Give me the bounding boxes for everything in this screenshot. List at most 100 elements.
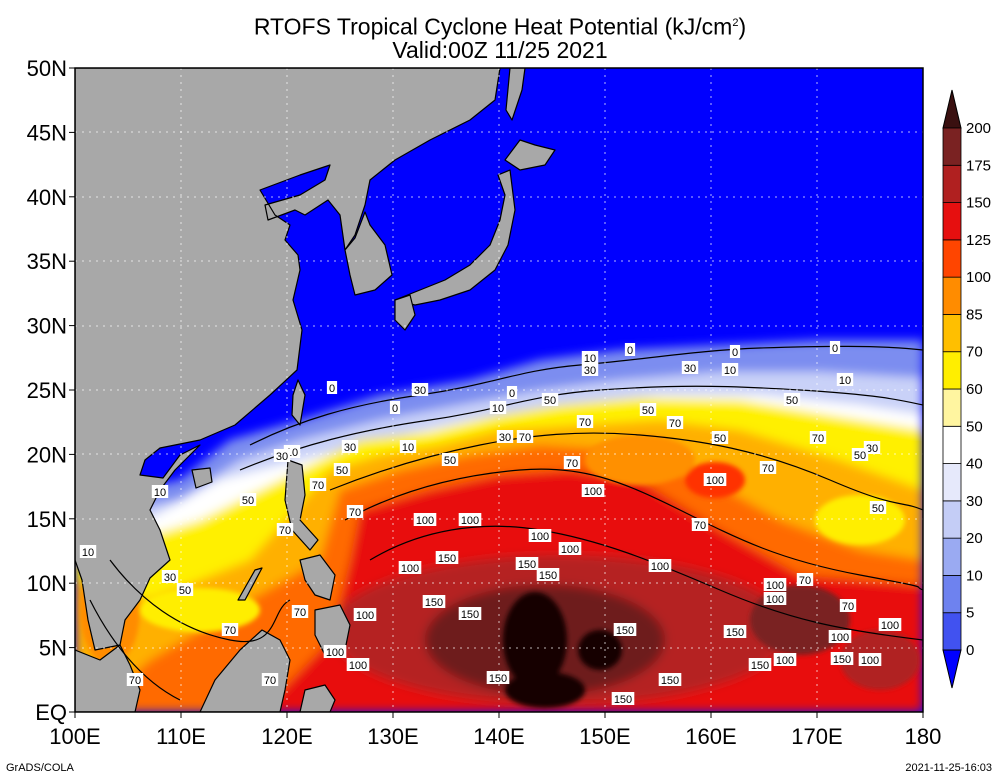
svg-text:150: 150 (661, 675, 679, 687)
contour-label: 10 (581, 351, 599, 365)
contour-label: 70 (346, 505, 364, 519)
x-tick-label: 140E (473, 724, 524, 749)
svg-text:100: 100 (861, 655, 879, 667)
land-visayas (299, 554, 336, 601)
svg-text:30: 30 (866, 443, 878, 455)
contour-label: 100 (323, 645, 347, 659)
colorbar-label: 200 (966, 120, 991, 137)
contour-label: 0 (624, 343, 636, 357)
svg-text:10: 10 (154, 487, 166, 499)
contour-label: 70 (126, 673, 144, 687)
colorbar-label: 5 (966, 605, 974, 622)
contour-label: 150 (422, 595, 446, 609)
colorbar-swatch (942, 202, 962, 241)
svg-text:0: 0 (392, 403, 398, 415)
svg-text:150: 150 (518, 559, 536, 571)
svg-text:100: 100 (831, 632, 849, 644)
svg-text:0: 0 (627, 345, 633, 357)
svg-text:100: 100 (416, 515, 434, 527)
svg-text:10: 10 (839, 375, 851, 387)
land-palawan (237, 567, 263, 601)
x-axis-labels: 100E 110E 120E 130E 140E 150E 160E 170E 180 (49, 724, 941, 749)
contour-label: 50 (851, 448, 869, 462)
svg-text:100: 100 (651, 561, 669, 573)
colorbar-label: 30 (966, 493, 983, 510)
svg-text:50: 50 (714, 433, 726, 445)
contour-label: 100 (398, 561, 422, 575)
contour-label: 10 (151, 485, 169, 499)
svg-text:30: 30 (414, 385, 426, 397)
svg-text:70: 70 (669, 418, 681, 430)
y-tick-label: 35N (27, 249, 67, 274)
footer-software: GrADS/COLA (6, 762, 74, 774)
svg-text:50: 50 (336, 465, 348, 477)
svg-text:10: 10 (492, 403, 504, 415)
x-tick-label: 160E (685, 724, 736, 749)
svg-text:100: 100 (584, 486, 602, 498)
contour-label: 150 (458, 607, 482, 621)
contour-label: 150 (611, 692, 635, 706)
y-tick-label: 30N (27, 314, 67, 339)
contour-label: 50 (711, 431, 729, 445)
land-japan-kyushu (394, 294, 416, 331)
land-asia-mainland (75, 68, 501, 651)
svg-text:30: 30 (164, 572, 176, 584)
svg-text:0: 0 (832, 343, 838, 355)
land-borneo (199, 629, 291, 712)
svg-text:70: 70 (279, 525, 291, 537)
colorbar-swatch (942, 314, 962, 353)
title-prefix: RTOFS Tropical Cyclone Heat Potential (k… (253, 13, 733, 40)
x-tick-label: 110E (156, 724, 206, 749)
colorbar-label: 0 (966, 642, 974, 659)
colorbar-label: 85 (966, 306, 983, 323)
svg-text:100: 100 (401, 563, 419, 575)
contour-line (329, 432, 923, 511)
contour-line (344, 468, 923, 591)
contour-label: 50 (239, 493, 257, 507)
contour-label: 100 (858, 653, 882, 667)
land-malay-sumatra (75, 644, 141, 712)
contour-label: 100 (828, 630, 852, 644)
contour-label: 50 (869, 501, 887, 515)
land-sulawesi (299, 684, 336, 712)
colorbar-label: 150 (966, 195, 991, 212)
x-tick-label: 170E (791, 724, 842, 749)
contour-label: 0 (829, 341, 841, 355)
y-tick-label: 45N (27, 120, 67, 145)
colorbar-swatch (942, 612, 962, 651)
y-tick-label: 5N (39, 636, 67, 661)
contour-label: 30 (863, 441, 881, 455)
contour-label: 70 (563, 456, 581, 470)
svg-text:50: 50 (642, 405, 654, 417)
svg-text:30: 30 (684, 363, 696, 375)
contour-label: 10 (79, 545, 97, 559)
svg-text:100: 100 (326, 647, 344, 659)
contour-label: 100 (413, 513, 437, 527)
colorbar-max-arrow (942, 89, 962, 129)
hotspot-black (505, 672, 585, 708)
contour-label: 30 (411, 383, 429, 397)
hotspot-orange (585, 435, 695, 485)
contour-label: 10 (489, 401, 507, 415)
colorbar-label: 50 (966, 418, 983, 435)
svg-text:30: 30 (344, 442, 356, 454)
contour-line (109, 559, 291, 643)
map-valid-time: Valid:00Z 11/25 2021 (392, 37, 608, 63)
contour-label: 100 (558, 542, 582, 556)
svg-text:10: 10 (402, 442, 414, 454)
contour-label: 30 (273, 449, 291, 463)
svg-text:30: 30 (276, 451, 288, 463)
colorbar-swatch (942, 164, 962, 203)
contour-label: 70 (796, 573, 814, 587)
svg-text:70: 70 (312, 480, 324, 492)
svg-text:30: 30 (584, 365, 596, 377)
contour-label: 100 (773, 653, 797, 667)
svg-text:10: 10 (584, 353, 596, 365)
land-japan-honshu (394, 169, 516, 306)
colorbar-label: 100 (966, 269, 991, 286)
svg-text:100: 100 (766, 580, 784, 592)
contour-label: 0 (506, 386, 518, 400)
contour-labels: 0 0 00001010101010101010303030303030303050… (79, 341, 902, 706)
contour-label: 150 (435, 551, 459, 565)
footer-timestamp: 2021-11-25-16:03 (905, 762, 992, 774)
